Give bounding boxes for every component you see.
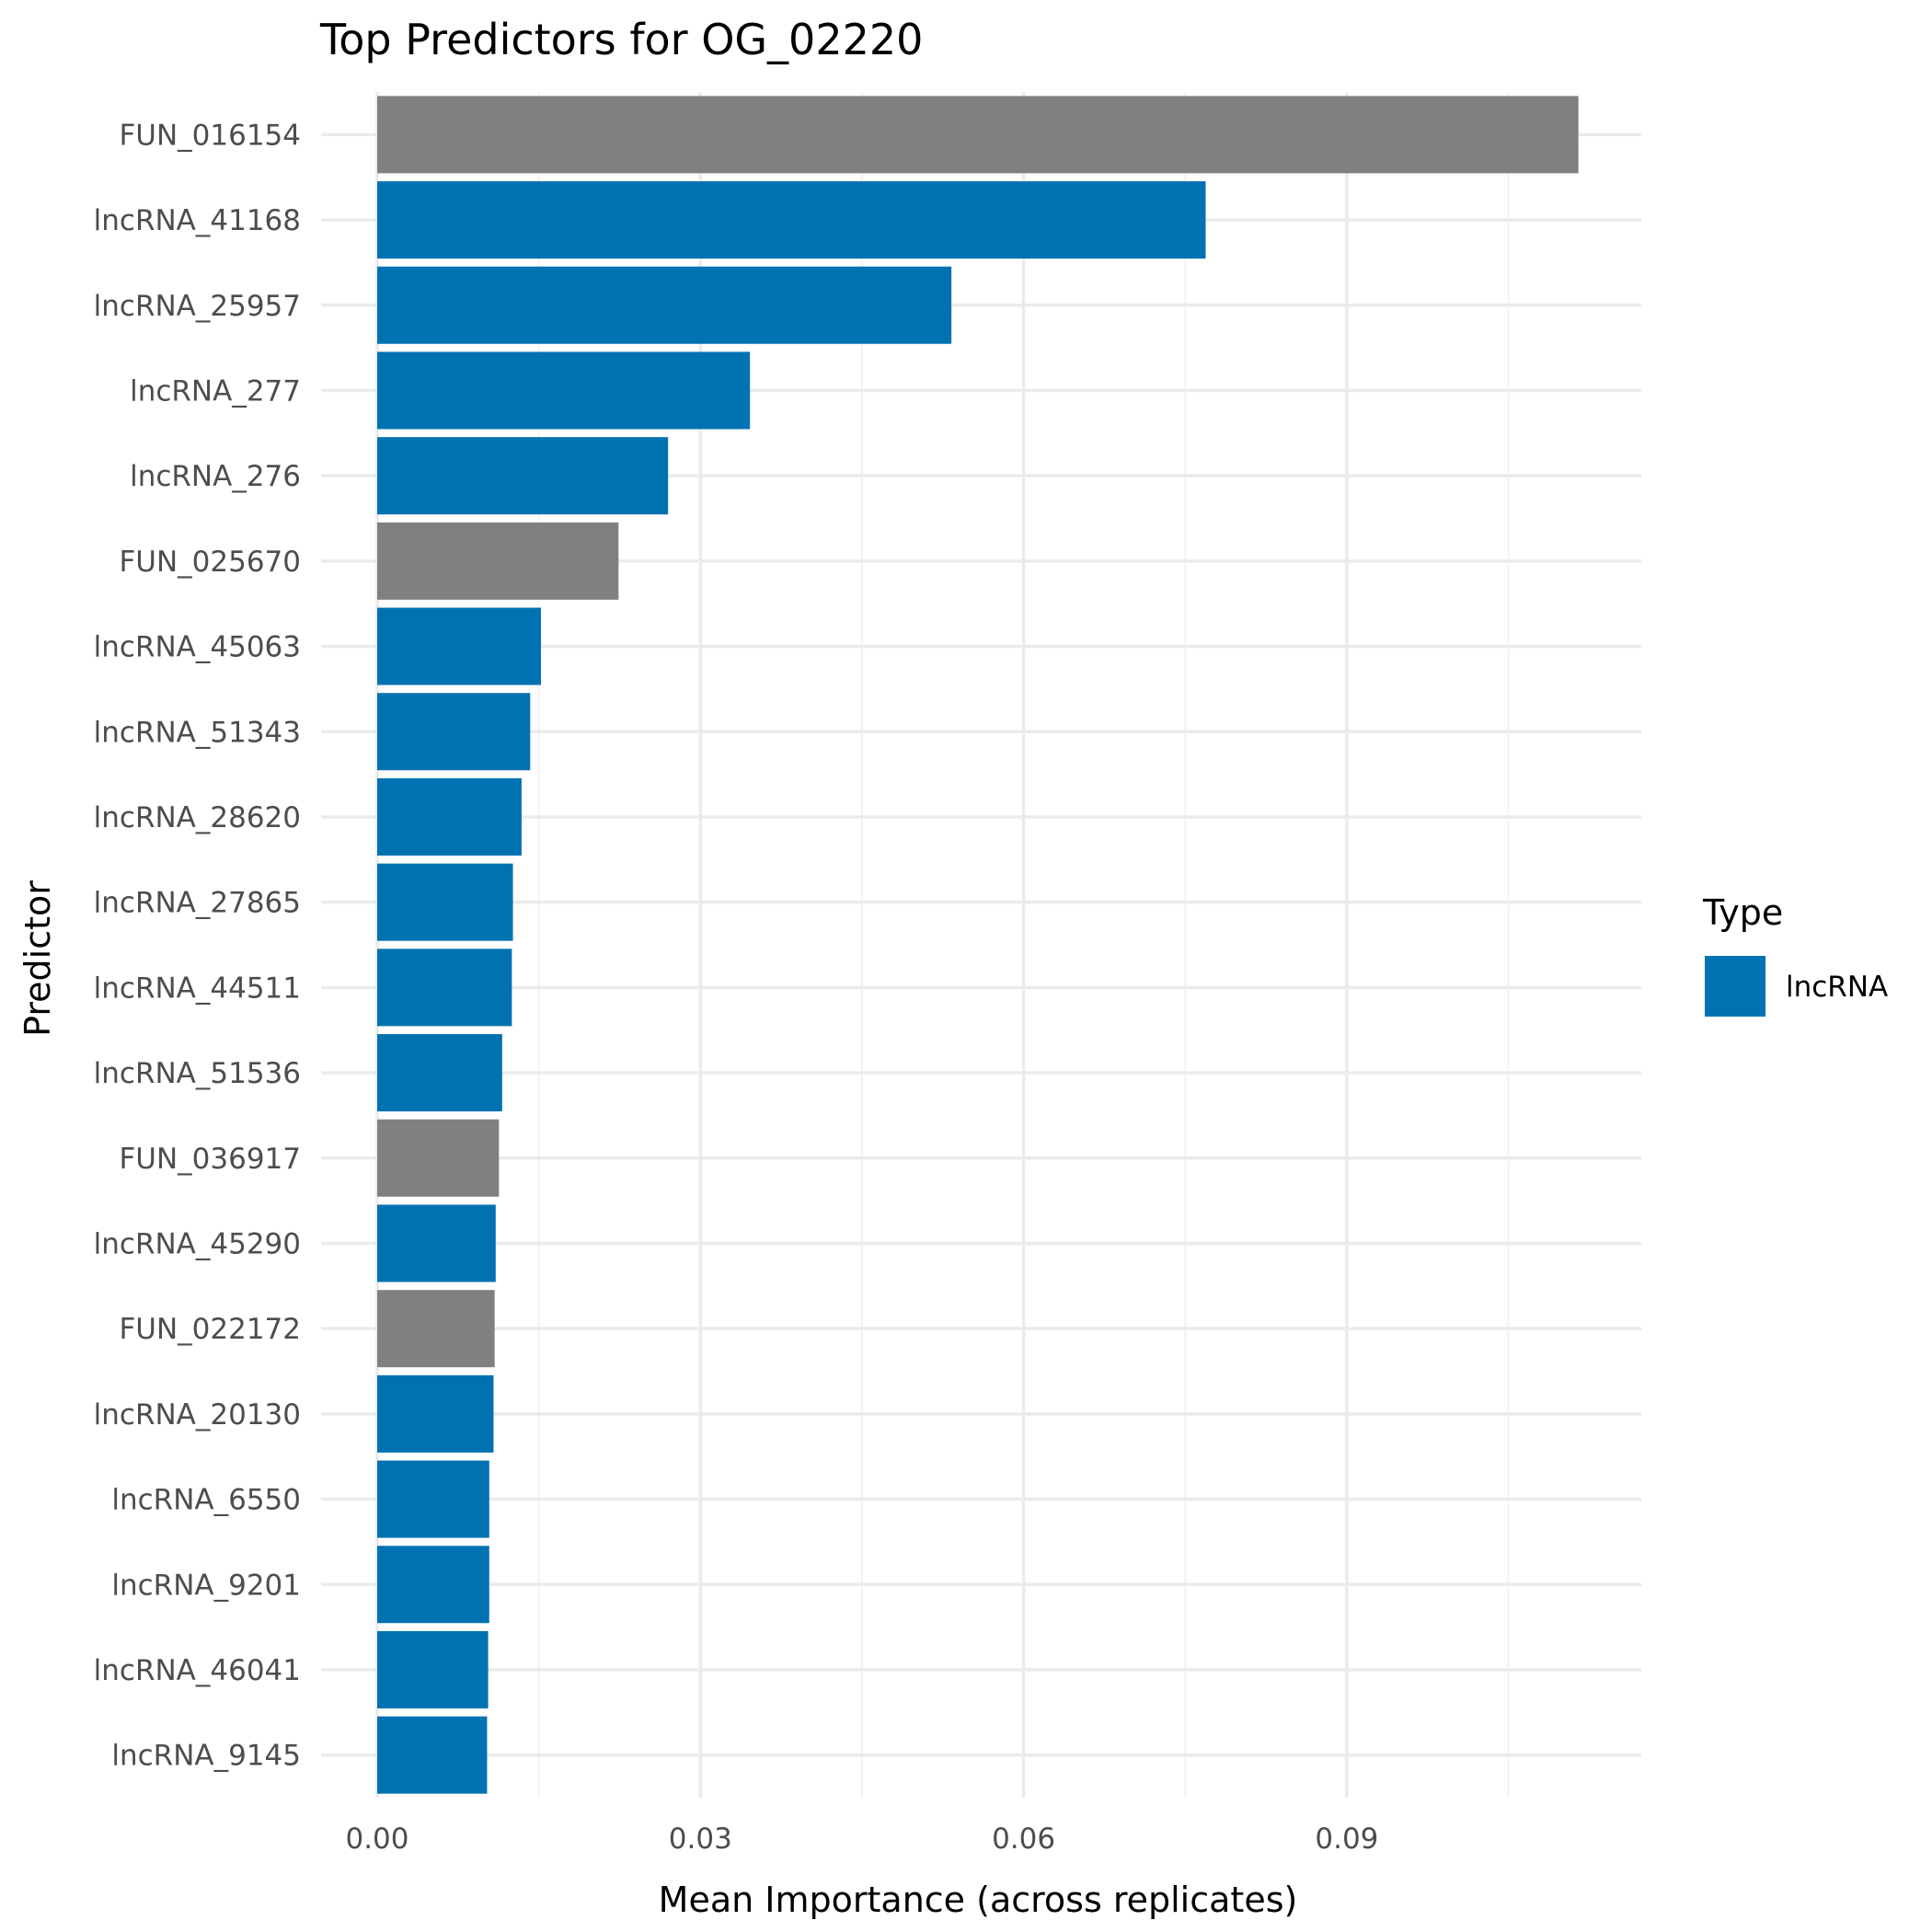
legend-swatch — [1705, 956, 1765, 1017]
x-tick-label: 0.00 — [345, 1823, 408, 1856]
y-tick-label: lncRNA_276 — [130, 460, 301, 493]
legend: Type lncRNA — [1702, 892, 1888, 1017]
bar-lncRNA_9201 — [377, 1546, 489, 1624]
bar-lncRNA_44511 — [377, 949, 512, 1027]
bar-lncRNA_6550 — [377, 1460, 489, 1538]
y-tick-label: lncRNA_27865 — [94, 887, 301, 920]
y-tick-label: lncRNA_44511 — [94, 972, 301, 1005]
y-tick-label: lncRNA_51343 — [94, 716, 301, 749]
bar-FUN_025670 — [377, 522, 619, 600]
x-tick-label: 0.03 — [669, 1823, 732, 1856]
y-tick-label: FUN_036917 — [119, 1143, 301, 1176]
y-tick-label: lncRNA_20130 — [94, 1398, 301, 1432]
x-tick-label: 0.06 — [992, 1823, 1055, 1856]
x-tick-labels: 0.00 0.03 0.06 0.09 — [345, 1823, 1378, 1856]
y-tick-label: FUN_016154 — [119, 119, 301, 152]
y-tick-label: lncRNA_277 — [130, 374, 301, 408]
y-tick-label: FUN_022172 — [119, 1313, 301, 1346]
y-tick-labels: FUN_016154 lncRNA_41168 lncRNA_25957 lncRNA… — [94, 119, 301, 1772]
bar-lncRNA_46041 — [377, 1630, 489, 1708]
bar-lncRNA_20130 — [377, 1374, 494, 1453]
bar-lncRNA_276 — [377, 437, 669, 515]
bar-lncRNA_45063 — [377, 607, 541, 685]
x-axis-title: Mean Importance (across replicates) — [659, 1880, 1298, 1920]
y-tick-label: lncRNA_51536 — [94, 1057, 301, 1090]
y-tick-label: lncRNA_9145 — [111, 1740, 301, 1773]
chart-title: Top Predictors for OG_02220 — [319, 15, 923, 64]
legend-title: Type — [1702, 892, 1783, 933]
legend-entries: lncRNA — [1705, 956, 1888, 1017]
grid-layer — [321, 92, 1641, 1798]
bar-lncRNA_277 — [377, 351, 751, 430]
bar-lncRNA_41168 — [377, 181, 1206, 259]
bar-lncRNA_45290 — [377, 1204, 496, 1282]
y-tick-label: lncRNA_46041 — [94, 1654, 301, 1687]
y-tick-label: lncRNA_6550 — [111, 1484, 301, 1517]
bar-FUN_016154 — [377, 96, 1579, 174]
bar-lncRNA_27865 — [377, 863, 513, 941]
bar-FUN_036917 — [377, 1119, 500, 1197]
y-tick-label: lncRNA_28620 — [94, 801, 301, 834]
y-tick-label: FUN_025670 — [119, 546, 301, 579]
y-axis-title: Predictor — [17, 880, 58, 1037]
bar-lncRNA_51536 — [377, 1034, 502, 1112]
bar-lncRNA_25957 — [377, 266, 952, 344]
y-tick-label: lncRNA_41168 — [94, 204, 301, 237]
bar-layer — [377, 96, 1579, 1794]
bar-lncRNA_28620 — [377, 777, 522, 856]
y-tick-label: lncRNA_25957 — [94, 290, 301, 323]
bar-lncRNA_9145 — [377, 1716, 488, 1794]
y-tick-label: lncRNA_45063 — [94, 631, 301, 664]
y-tick-label: lncRNA_9201 — [111, 1569, 301, 1602]
legend-label: lncRNA — [1786, 971, 1888, 1004]
y-tick-label: lncRNA_45290 — [94, 1227, 301, 1260]
bar-lncRNA_51343 — [377, 693, 531, 771]
bar-FUN_022172 — [377, 1290, 495, 1368]
x-tick-label: 0.09 — [1315, 1823, 1378, 1856]
